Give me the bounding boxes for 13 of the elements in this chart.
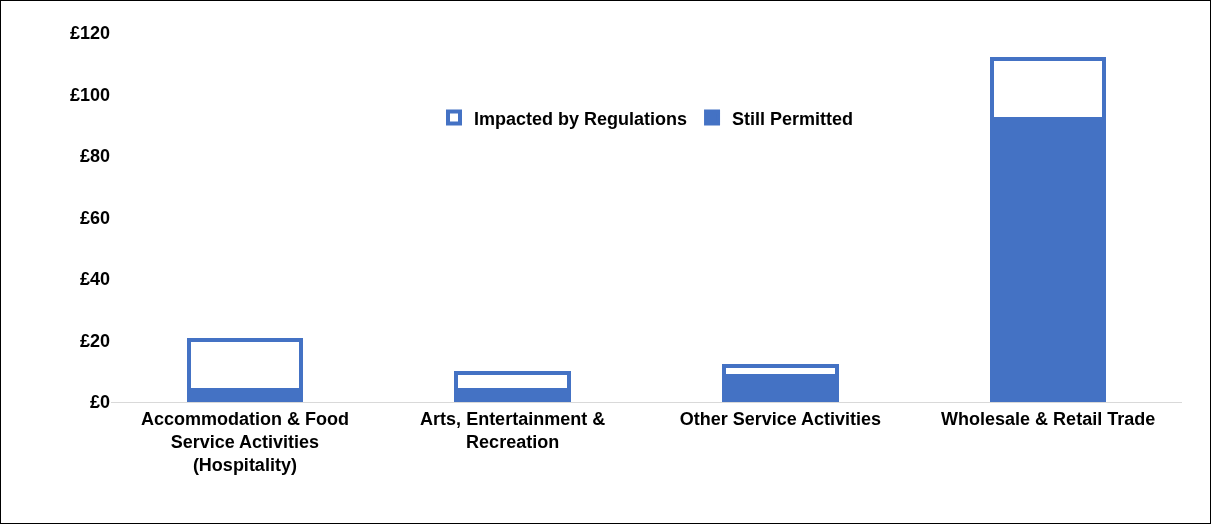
legend-label: Still Permitted <box>732 108 854 129</box>
y-tick-label: £40 <box>79 269 110 290</box>
x-tick-label: Accommodation & Food Service Activities (Hospitality) <box>140 408 349 476</box>
y-tick-label: £80 <box>79 146 110 167</box>
y-tick-label: £120 <box>69 23 110 44</box>
y-tick-label: £20 <box>79 330 110 351</box>
legend-label: Impacted by Regulations <box>474 108 688 129</box>
y-tick-label: £100 <box>69 84 110 105</box>
y-tick-label: £60 <box>79 207 110 228</box>
x-tick-label: Other Service Activities <box>679 408 882 429</box>
x-tick-label: Wholesale & Retail Trade <box>941 408 1156 429</box>
y-tick-label: £0 <box>89 392 110 413</box>
x-tick-label: Arts, Entertainment & Recreation <box>420 408 606 452</box>
